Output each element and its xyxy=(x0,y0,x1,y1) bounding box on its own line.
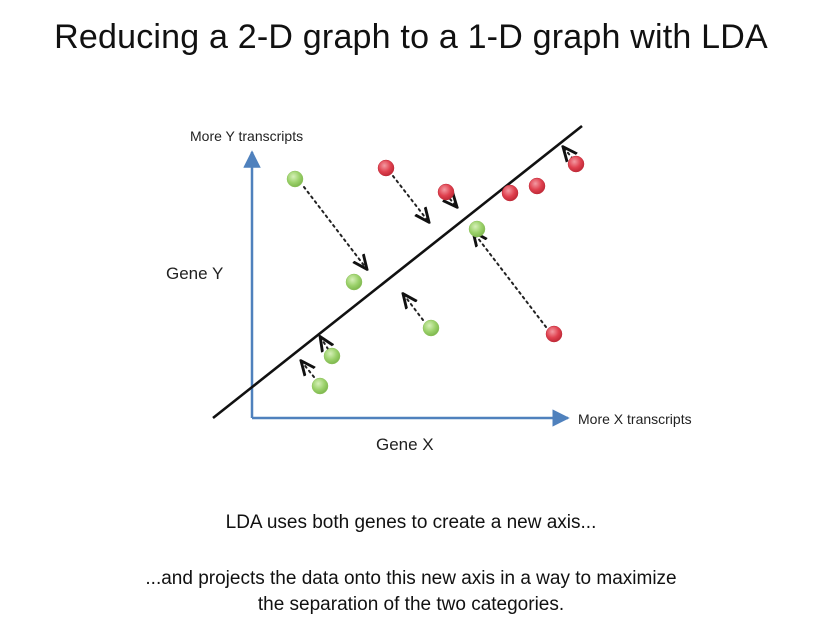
lda-axis-line xyxy=(212,124,583,420)
caption-projection-line2: the separation of the two categories. xyxy=(257,594,565,615)
projection-arrow xyxy=(392,175,428,221)
green-point xyxy=(422,319,440,337)
projection-arrow xyxy=(450,199,456,206)
red-point xyxy=(528,177,546,195)
projection-arrow xyxy=(321,338,328,349)
projection-arrow xyxy=(303,186,366,268)
projection-arrow xyxy=(474,233,547,328)
y-axis-label: Gene Y xyxy=(166,264,223,283)
green-point xyxy=(311,377,329,395)
green-point xyxy=(345,273,363,291)
y-top-label: More Y transcripts xyxy=(190,128,303,144)
red-point xyxy=(377,159,395,177)
x-right-label: More X transcripts xyxy=(578,411,692,427)
red-point xyxy=(545,325,563,343)
caption-new-axis: LDA uses both genes to create a new axis… xyxy=(225,512,597,533)
red-point xyxy=(567,155,585,173)
green-point xyxy=(468,220,486,238)
green-point xyxy=(323,347,341,365)
red-point xyxy=(437,183,455,201)
green-point xyxy=(286,170,304,188)
x-axis-label: Gene X xyxy=(376,435,434,454)
caption-projection: ...and projects the data onto this new a… xyxy=(0,566,822,618)
projection-arrow xyxy=(404,295,424,321)
projection-arrow xyxy=(302,362,314,378)
slide-title: Reducing a 2-D graph to a 1-D graph with… xyxy=(54,18,768,56)
red-point xyxy=(501,184,519,202)
caption-projection-line1: ...and projects the data onto this new a… xyxy=(145,568,677,589)
